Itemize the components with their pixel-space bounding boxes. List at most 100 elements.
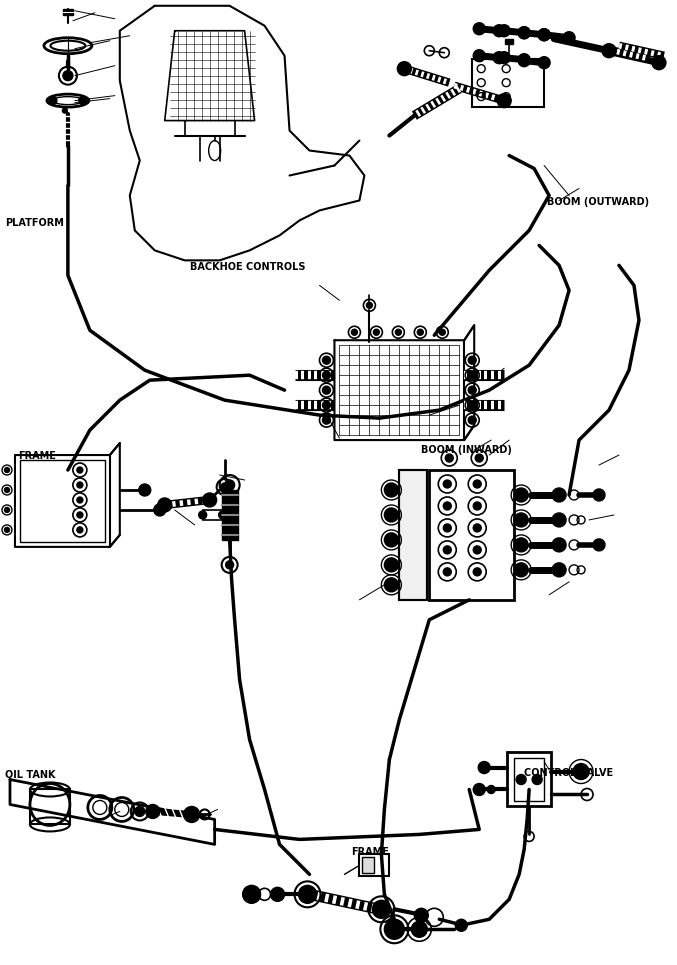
Circle shape <box>443 502 452 510</box>
Circle shape <box>77 527 83 533</box>
Circle shape <box>473 546 481 554</box>
Circle shape <box>473 567 481 576</box>
Circle shape <box>475 455 483 462</box>
Bar <box>473 59 544 106</box>
Circle shape <box>516 775 526 785</box>
Circle shape <box>468 386 476 394</box>
Circle shape <box>385 578 398 592</box>
Bar <box>399 470 427 600</box>
Circle shape <box>202 493 217 507</box>
Text: BACKHOE CONTROLS: BACKHOE CONTROLS <box>190 262 305 272</box>
Circle shape <box>5 467 9 473</box>
Circle shape <box>77 512 83 518</box>
Circle shape <box>225 561 234 568</box>
Circle shape <box>5 528 9 533</box>
Circle shape <box>514 538 528 552</box>
Circle shape <box>385 920 404 939</box>
Bar <box>359 854 389 876</box>
Circle shape <box>445 455 454 462</box>
Circle shape <box>538 29 550 41</box>
Circle shape <box>385 483 398 497</box>
Bar <box>505 39 513 43</box>
Circle shape <box>395 329 401 335</box>
Circle shape <box>538 29 550 41</box>
Circle shape <box>593 489 605 501</box>
Circle shape <box>552 563 566 577</box>
Circle shape <box>487 786 495 793</box>
Circle shape <box>573 763 589 780</box>
Circle shape <box>146 805 160 818</box>
Bar <box>507 752 551 807</box>
Circle shape <box>538 57 550 69</box>
Circle shape <box>366 302 372 308</box>
Bar <box>514 758 544 802</box>
Bar <box>202 510 223 520</box>
Circle shape <box>455 920 467 931</box>
Text: FRAME: FRAME <box>18 451 56 461</box>
Circle shape <box>417 329 423 335</box>
Circle shape <box>468 372 476 379</box>
Circle shape <box>518 27 530 39</box>
Circle shape <box>158 498 172 512</box>
Circle shape <box>5 487 9 492</box>
Circle shape <box>63 70 73 81</box>
Circle shape <box>385 508 398 522</box>
Circle shape <box>518 27 530 39</box>
Circle shape <box>351 329 357 335</box>
Circle shape <box>439 329 445 335</box>
Circle shape <box>473 524 481 532</box>
Bar <box>221 490 238 539</box>
Bar <box>429 470 514 600</box>
Circle shape <box>154 504 166 516</box>
Circle shape <box>77 467 83 473</box>
Circle shape <box>468 356 476 364</box>
Text: BOOM (INWARD): BOOM (INWARD) <box>421 445 512 455</box>
Circle shape <box>473 502 481 510</box>
Circle shape <box>497 94 511 108</box>
Circle shape <box>322 386 330 394</box>
Circle shape <box>77 482 83 488</box>
Circle shape <box>514 488 528 502</box>
Circle shape <box>79 96 87 104</box>
Circle shape <box>652 56 666 69</box>
Circle shape <box>139 484 151 496</box>
Circle shape <box>397 62 412 75</box>
Circle shape <box>271 888 284 901</box>
Circle shape <box>77 497 83 503</box>
Circle shape <box>498 25 510 37</box>
Circle shape <box>473 23 485 35</box>
Bar <box>362 857 374 873</box>
Circle shape <box>514 563 528 577</box>
Circle shape <box>135 807 145 816</box>
Circle shape <box>225 480 235 490</box>
Circle shape <box>443 524 452 532</box>
Text: FRAME: FRAME <box>351 847 389 858</box>
Circle shape <box>563 32 575 43</box>
Circle shape <box>385 558 398 572</box>
Circle shape <box>593 538 605 551</box>
Circle shape <box>322 356 330 364</box>
Circle shape <box>242 885 261 903</box>
Circle shape <box>299 885 316 903</box>
Circle shape <box>385 533 398 547</box>
Circle shape <box>468 401 476 409</box>
Text: CONTROL VALVE: CONTROL VALVE <box>524 767 613 778</box>
Circle shape <box>494 52 505 64</box>
Circle shape <box>514 513 528 527</box>
Circle shape <box>414 908 429 923</box>
Circle shape <box>518 54 530 66</box>
Circle shape <box>552 538 566 552</box>
Bar <box>30 789 70 824</box>
Text: PLATFORM: PLATFORM <box>5 218 64 229</box>
Circle shape <box>198 510 206 519</box>
Circle shape <box>473 480 481 488</box>
Circle shape <box>322 372 330 379</box>
Circle shape <box>532 775 542 785</box>
Text: BOOM (OUTWARD): BOOM (OUTWARD) <box>547 198 649 207</box>
Circle shape <box>443 480 452 488</box>
Circle shape <box>552 513 566 527</box>
Circle shape <box>183 807 200 822</box>
Circle shape <box>518 55 530 67</box>
Circle shape <box>221 483 229 491</box>
Circle shape <box>443 546 452 554</box>
